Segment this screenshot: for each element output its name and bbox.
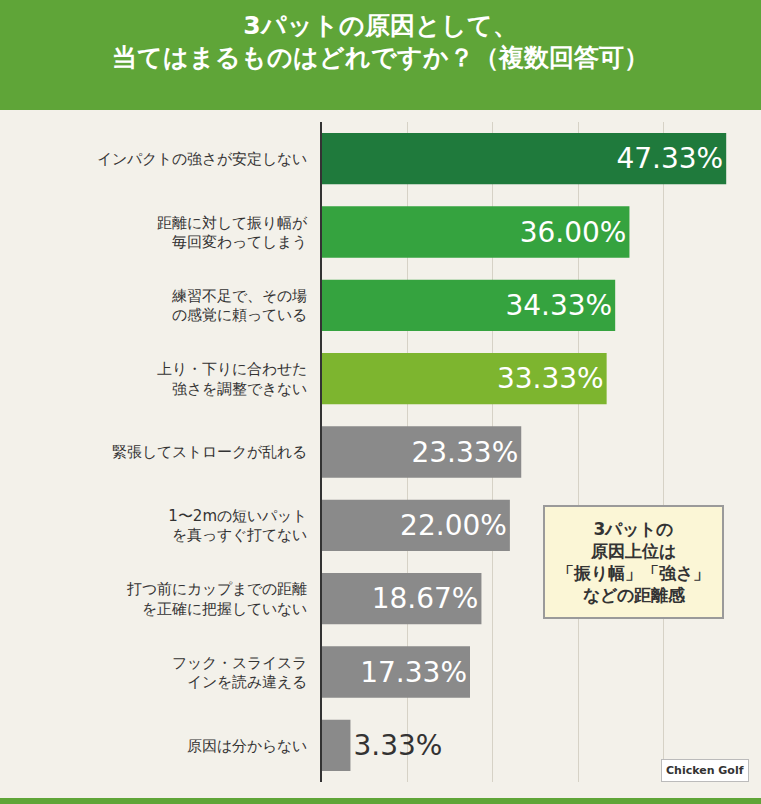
svg-text:33.33%: 33.33%	[497, 362, 604, 395]
svg-text:練習不足で、その場の感覚に頼っている: 練習不足で、その場の感覚に頼っている	[171, 287, 307, 325]
svg-text:3.33%: 3.33%	[353, 729, 442, 762]
svg-text:3パットの原因として、当てはまるものはどれですか？（複数回答: 3パットの原因として、当てはまるものはどれですか？（複数回答可）	[112, 11, 649, 73]
svg-text:22.00%: 22.00%	[400, 509, 507, 542]
svg-text:Chicken Golf: Chicken Golf	[666, 764, 744, 777]
svg-text:23.33%: 23.33%	[411, 436, 518, 469]
svg-text:距離に対して振り幅が毎回変わってしまう: 距離に対して振り幅が毎回変わってしまう	[157, 214, 308, 252]
svg-text:打つ前にカップまでの距離を正確に把握していない: 打つ前にカップまでの距離を正確に把握していない	[126, 580, 307, 618]
svg-text:3パットの原因上位は「振り幅」「強さ」などの距離感: 3パットの原因上位は「振り幅」「強さ」などの距離感	[557, 519, 710, 605]
svg-text:フック・スライスラインを読み違える: フック・スライスラインを読み違える	[172, 654, 307, 692]
svg-text:上り・下りに合わせた強さを調整できない: 上り・下りに合わせた強さを調整できない	[157, 360, 307, 398]
svg-text:36.00%: 36.00%	[520, 216, 627, 249]
svg-text:原因は分からない: 原因は分からない	[187, 737, 307, 755]
svg-text:47.33%: 47.33%	[616, 142, 723, 175]
svg-text:34.33%: 34.33%	[505, 289, 612, 322]
svg-text:17.33%: 17.33%	[360, 656, 467, 689]
svg-text:18.67%: 18.67%	[372, 582, 479, 615]
svg-text:インパクトの強さが安定しない: インパクトの強さが安定しない	[97, 150, 307, 168]
svg-text:1〜2mの短いパットを真っすぐ打てない: 1〜2mの短いパットを真っすぐ打てない	[168, 507, 307, 545]
svg-text:緊張してストロークが乱れる: 緊張してストロークが乱れる	[112, 443, 307, 461]
